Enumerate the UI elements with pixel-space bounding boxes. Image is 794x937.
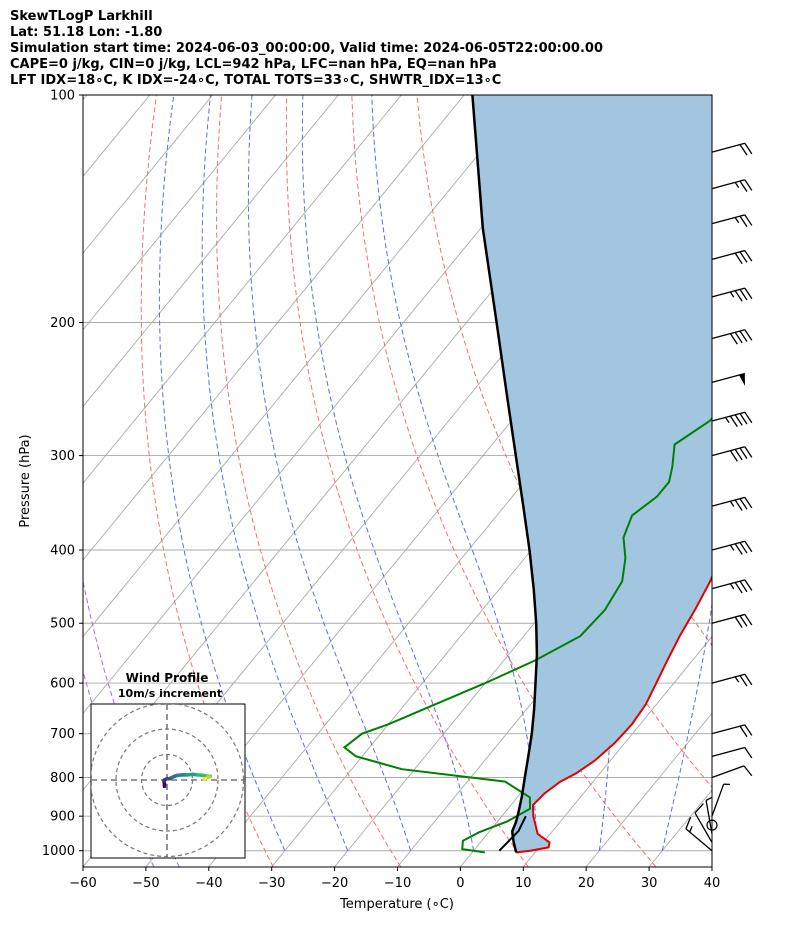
x-tick-label: 40 xyxy=(704,876,721,891)
moist-adiabat xyxy=(648,95,712,851)
hodograph-title: Wind Profile xyxy=(126,671,209,685)
y-tick-label: 700 xyxy=(50,727,75,742)
isotherm-line xyxy=(397,482,712,867)
sounding-series xyxy=(342,95,712,854)
x-tick-label: 20 xyxy=(578,876,595,891)
y-tick-label: 300 xyxy=(50,449,75,464)
x-tick-label: −40 xyxy=(195,876,222,891)
moist-adiabat xyxy=(301,95,474,851)
wind-barb xyxy=(711,724,753,738)
wind-barb xyxy=(711,142,753,156)
wind-barb xyxy=(685,816,713,852)
dry-adiabat xyxy=(140,95,274,867)
x-tick-label: −10 xyxy=(384,876,411,891)
y-tick-label: 900 xyxy=(50,810,75,825)
wind-barb xyxy=(711,179,753,193)
x-tick-label: −20 xyxy=(321,876,348,891)
wind-barb xyxy=(711,287,753,302)
wind-barb xyxy=(711,765,753,779)
moist-adiabat xyxy=(371,95,537,851)
chart-title: SkewTLogP Larkhill xyxy=(10,9,153,24)
isotherm-line xyxy=(83,95,528,638)
moist-adiabat xyxy=(247,95,412,851)
wind-barb xyxy=(711,673,753,687)
wind-barb xyxy=(711,411,753,427)
y-tick-label: 500 xyxy=(50,617,75,632)
indices-line-1: CAPE=0 j/kg, CIN=0 j/kg, LCL=942 hPa, LF… xyxy=(10,57,497,72)
lcl-marker-line xyxy=(498,815,527,852)
wind-barbs xyxy=(685,142,753,852)
y-tick-label: 400 xyxy=(50,544,75,559)
wind-barb xyxy=(711,540,753,555)
dry-adiabat xyxy=(285,95,529,867)
y-tick-label: 600 xyxy=(50,677,75,692)
x-tick-label: 30 xyxy=(641,876,658,891)
wind-barb xyxy=(711,372,746,386)
wind-barb xyxy=(711,746,753,759)
wind-barb xyxy=(711,214,753,228)
x-tick-label: 10 xyxy=(515,876,532,891)
indices-line-2: LFT IDX=18∘C, K IDX=-24∘C, TOTAL TOTS=33… xyxy=(10,73,502,88)
moist-adiabat xyxy=(158,95,286,851)
y-axis-label: Pressure (hPa) xyxy=(18,434,33,527)
wind-barb xyxy=(711,446,753,462)
isotherm-line xyxy=(585,712,712,867)
wind-barb xyxy=(711,329,753,345)
x-tick-label: −30 xyxy=(258,876,285,891)
location-line: Lat: 51.18 Lon: -1.80 xyxy=(10,25,163,40)
isotherm-line xyxy=(522,635,712,867)
wind-barb xyxy=(705,796,713,835)
isotherm-line xyxy=(83,95,88,101)
isotherm-line xyxy=(83,95,213,254)
wind-barb xyxy=(694,803,713,843)
isotherm-line xyxy=(711,866,712,867)
isotherm-line xyxy=(83,95,276,331)
wind-barb xyxy=(711,613,753,628)
moist-adiabat xyxy=(201,95,349,851)
parcel-line xyxy=(471,95,539,853)
times-line: Simulation start time: 2024-06-03_00:00:… xyxy=(10,41,603,56)
chart-header: SkewTLogP Larkhill Lat: 51.18 Lon: -1.80… xyxy=(10,9,603,89)
wind-barb xyxy=(711,249,753,265)
y-tick-label: 100 xyxy=(50,89,75,104)
wind-barb xyxy=(711,783,730,817)
moist-adiabat xyxy=(725,95,794,851)
y-tick-label: 200 xyxy=(50,316,75,331)
y-tick-label: 800 xyxy=(50,771,75,786)
temperature-line xyxy=(516,574,712,854)
x-tick-label: 0 xyxy=(456,876,464,891)
x-tick-label: −50 xyxy=(132,876,159,891)
cin-shade xyxy=(472,95,712,853)
dry-adiabat xyxy=(743,95,794,867)
dewpoint-line xyxy=(342,416,712,854)
hodograph-inset: Wind Profile 10m/s increment xyxy=(90,671,246,859)
wind-barb xyxy=(711,496,753,511)
isotherm-line xyxy=(83,95,402,484)
hodograph-subtitle: 10m/s increment xyxy=(118,687,222,700)
isotherm-line xyxy=(83,95,339,408)
wind-barb xyxy=(711,579,753,594)
x-axis-label: Temperature (∘C) xyxy=(339,897,454,912)
y-tick-label: 1000 xyxy=(42,844,75,859)
isotherm-line xyxy=(83,95,465,561)
x-tick-label: −60 xyxy=(69,876,96,891)
